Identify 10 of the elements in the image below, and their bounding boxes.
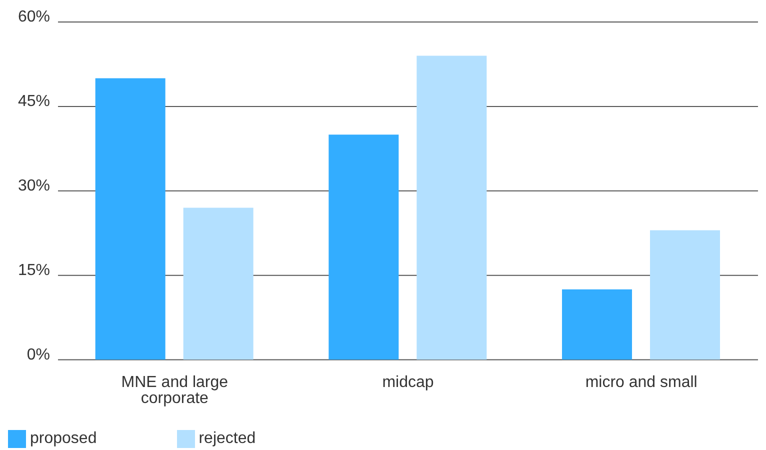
y-tick-label: 15% [18,262,50,280]
x-tick-label: midcap [382,374,434,392]
legend-label: rejected [198,430,256,447]
legend-label: proposed [30,430,97,447]
x-tick-label: micro and small [585,374,698,392]
y-tick-label: 45% [18,93,50,110]
y-tick-label: 60% [18,8,50,26]
x-tick-label: MNE and large corporate [121,374,228,408]
y-tick-label: 0% [26,346,50,364]
y-tick-label: 30% [18,178,50,195]
